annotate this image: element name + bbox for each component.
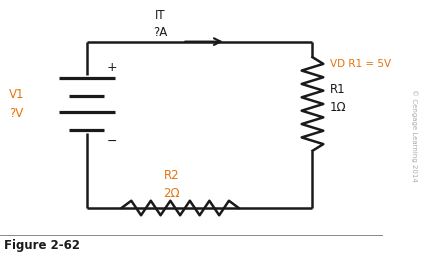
Text: VD R1 = 5V: VD R1 = 5V	[330, 59, 391, 69]
Text: R1: R1	[330, 83, 345, 96]
Text: © Cengage Learning 2014: © Cengage Learning 2014	[411, 89, 418, 181]
Text: +: +	[106, 61, 117, 74]
Text: Figure 2-62: Figure 2-62	[4, 239, 80, 252]
Text: ?A: ?A	[154, 26, 168, 39]
Text: R2: R2	[164, 169, 179, 182]
Text: IT: IT	[155, 9, 166, 22]
Text: 1Ω: 1Ω	[330, 101, 346, 114]
Text: V1: V1	[9, 88, 24, 101]
Text: ?V: ?V	[9, 107, 23, 120]
Text: 2Ω: 2Ω	[163, 187, 180, 200]
Text: −: −	[106, 135, 117, 148]
